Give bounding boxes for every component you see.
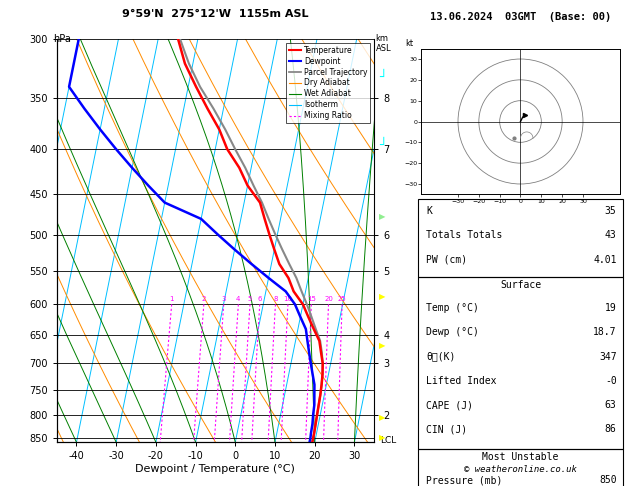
Text: CIN (J): CIN (J) — [426, 424, 467, 434]
Text: 35: 35 — [605, 206, 616, 216]
Text: ▶: ▶ — [379, 341, 386, 349]
Text: Pressure (mb): Pressure (mb) — [426, 475, 503, 485]
Text: ┘: ┘ — [379, 71, 386, 84]
Text: Dewp (°C): Dewp (°C) — [426, 327, 479, 337]
Text: 5: 5 — [248, 296, 252, 302]
Text: kt: kt — [406, 39, 414, 48]
Bar — [418, 199, 623, 277]
Text: 10: 10 — [284, 296, 292, 302]
Text: 20: 20 — [324, 296, 333, 302]
Text: 13.06.2024  03GMT  (Base: 00): 13.06.2024 03GMT (Base: 00) — [430, 12, 611, 22]
Text: © weatheronline.co.uk: © weatheronline.co.uk — [464, 465, 577, 474]
Text: ▶: ▶ — [379, 433, 386, 442]
Text: Lifted Index: Lifted Index — [426, 376, 497, 386]
Text: 8: 8 — [273, 296, 277, 302]
Bar — [418, 277, 623, 449]
Text: Most Unstable: Most Unstable — [482, 452, 559, 462]
Text: km
ASL: km ASL — [376, 34, 391, 53]
Bar — [418, 449, 623, 486]
Text: LCL: LCL — [381, 436, 397, 446]
Text: 6: 6 — [257, 296, 262, 302]
Text: PW (cm): PW (cm) — [426, 255, 467, 265]
Text: ▶: ▶ — [379, 414, 386, 422]
Text: 9°59'N  275°12'W  1155m ASL: 9°59'N 275°12'W 1155m ASL — [122, 9, 309, 19]
Legend: Temperature, Dewpoint, Parcel Trajectory, Dry Adiabat, Wet Adiabat, Isotherm, Mi: Temperature, Dewpoint, Parcel Trajectory… — [286, 43, 370, 123]
Text: Temp (°C): Temp (°C) — [426, 303, 479, 313]
Text: 1: 1 — [169, 296, 174, 302]
Text: 3: 3 — [221, 296, 226, 302]
Text: 2: 2 — [202, 296, 206, 302]
Text: Surface: Surface — [500, 280, 541, 290]
Text: -0: -0 — [605, 376, 616, 386]
Text: 63: 63 — [605, 400, 616, 410]
Text: 25: 25 — [338, 296, 347, 302]
Text: 43: 43 — [605, 230, 616, 241]
Text: 4.01: 4.01 — [593, 255, 616, 265]
Text: θᴇ(K): θᴇ(K) — [426, 351, 456, 362]
X-axis label: Dewpoint / Temperature (°C): Dewpoint / Temperature (°C) — [135, 464, 296, 474]
Text: hPa: hPa — [53, 34, 71, 44]
Text: 86: 86 — [605, 424, 616, 434]
Text: 850: 850 — [599, 475, 616, 485]
Text: 18.7: 18.7 — [593, 327, 616, 337]
Text: K: K — [426, 206, 432, 216]
Text: CAPE (J): CAPE (J) — [426, 400, 474, 410]
Text: ▶: ▶ — [379, 212, 386, 221]
Text: ▶: ▶ — [379, 292, 386, 301]
Text: 347: 347 — [599, 351, 616, 362]
Text: ┘: ┘ — [379, 139, 386, 152]
Text: Totals Totals: Totals Totals — [426, 230, 503, 241]
Text: 15: 15 — [307, 296, 316, 302]
Text: 4: 4 — [236, 296, 240, 302]
Text: 19: 19 — [605, 303, 616, 313]
